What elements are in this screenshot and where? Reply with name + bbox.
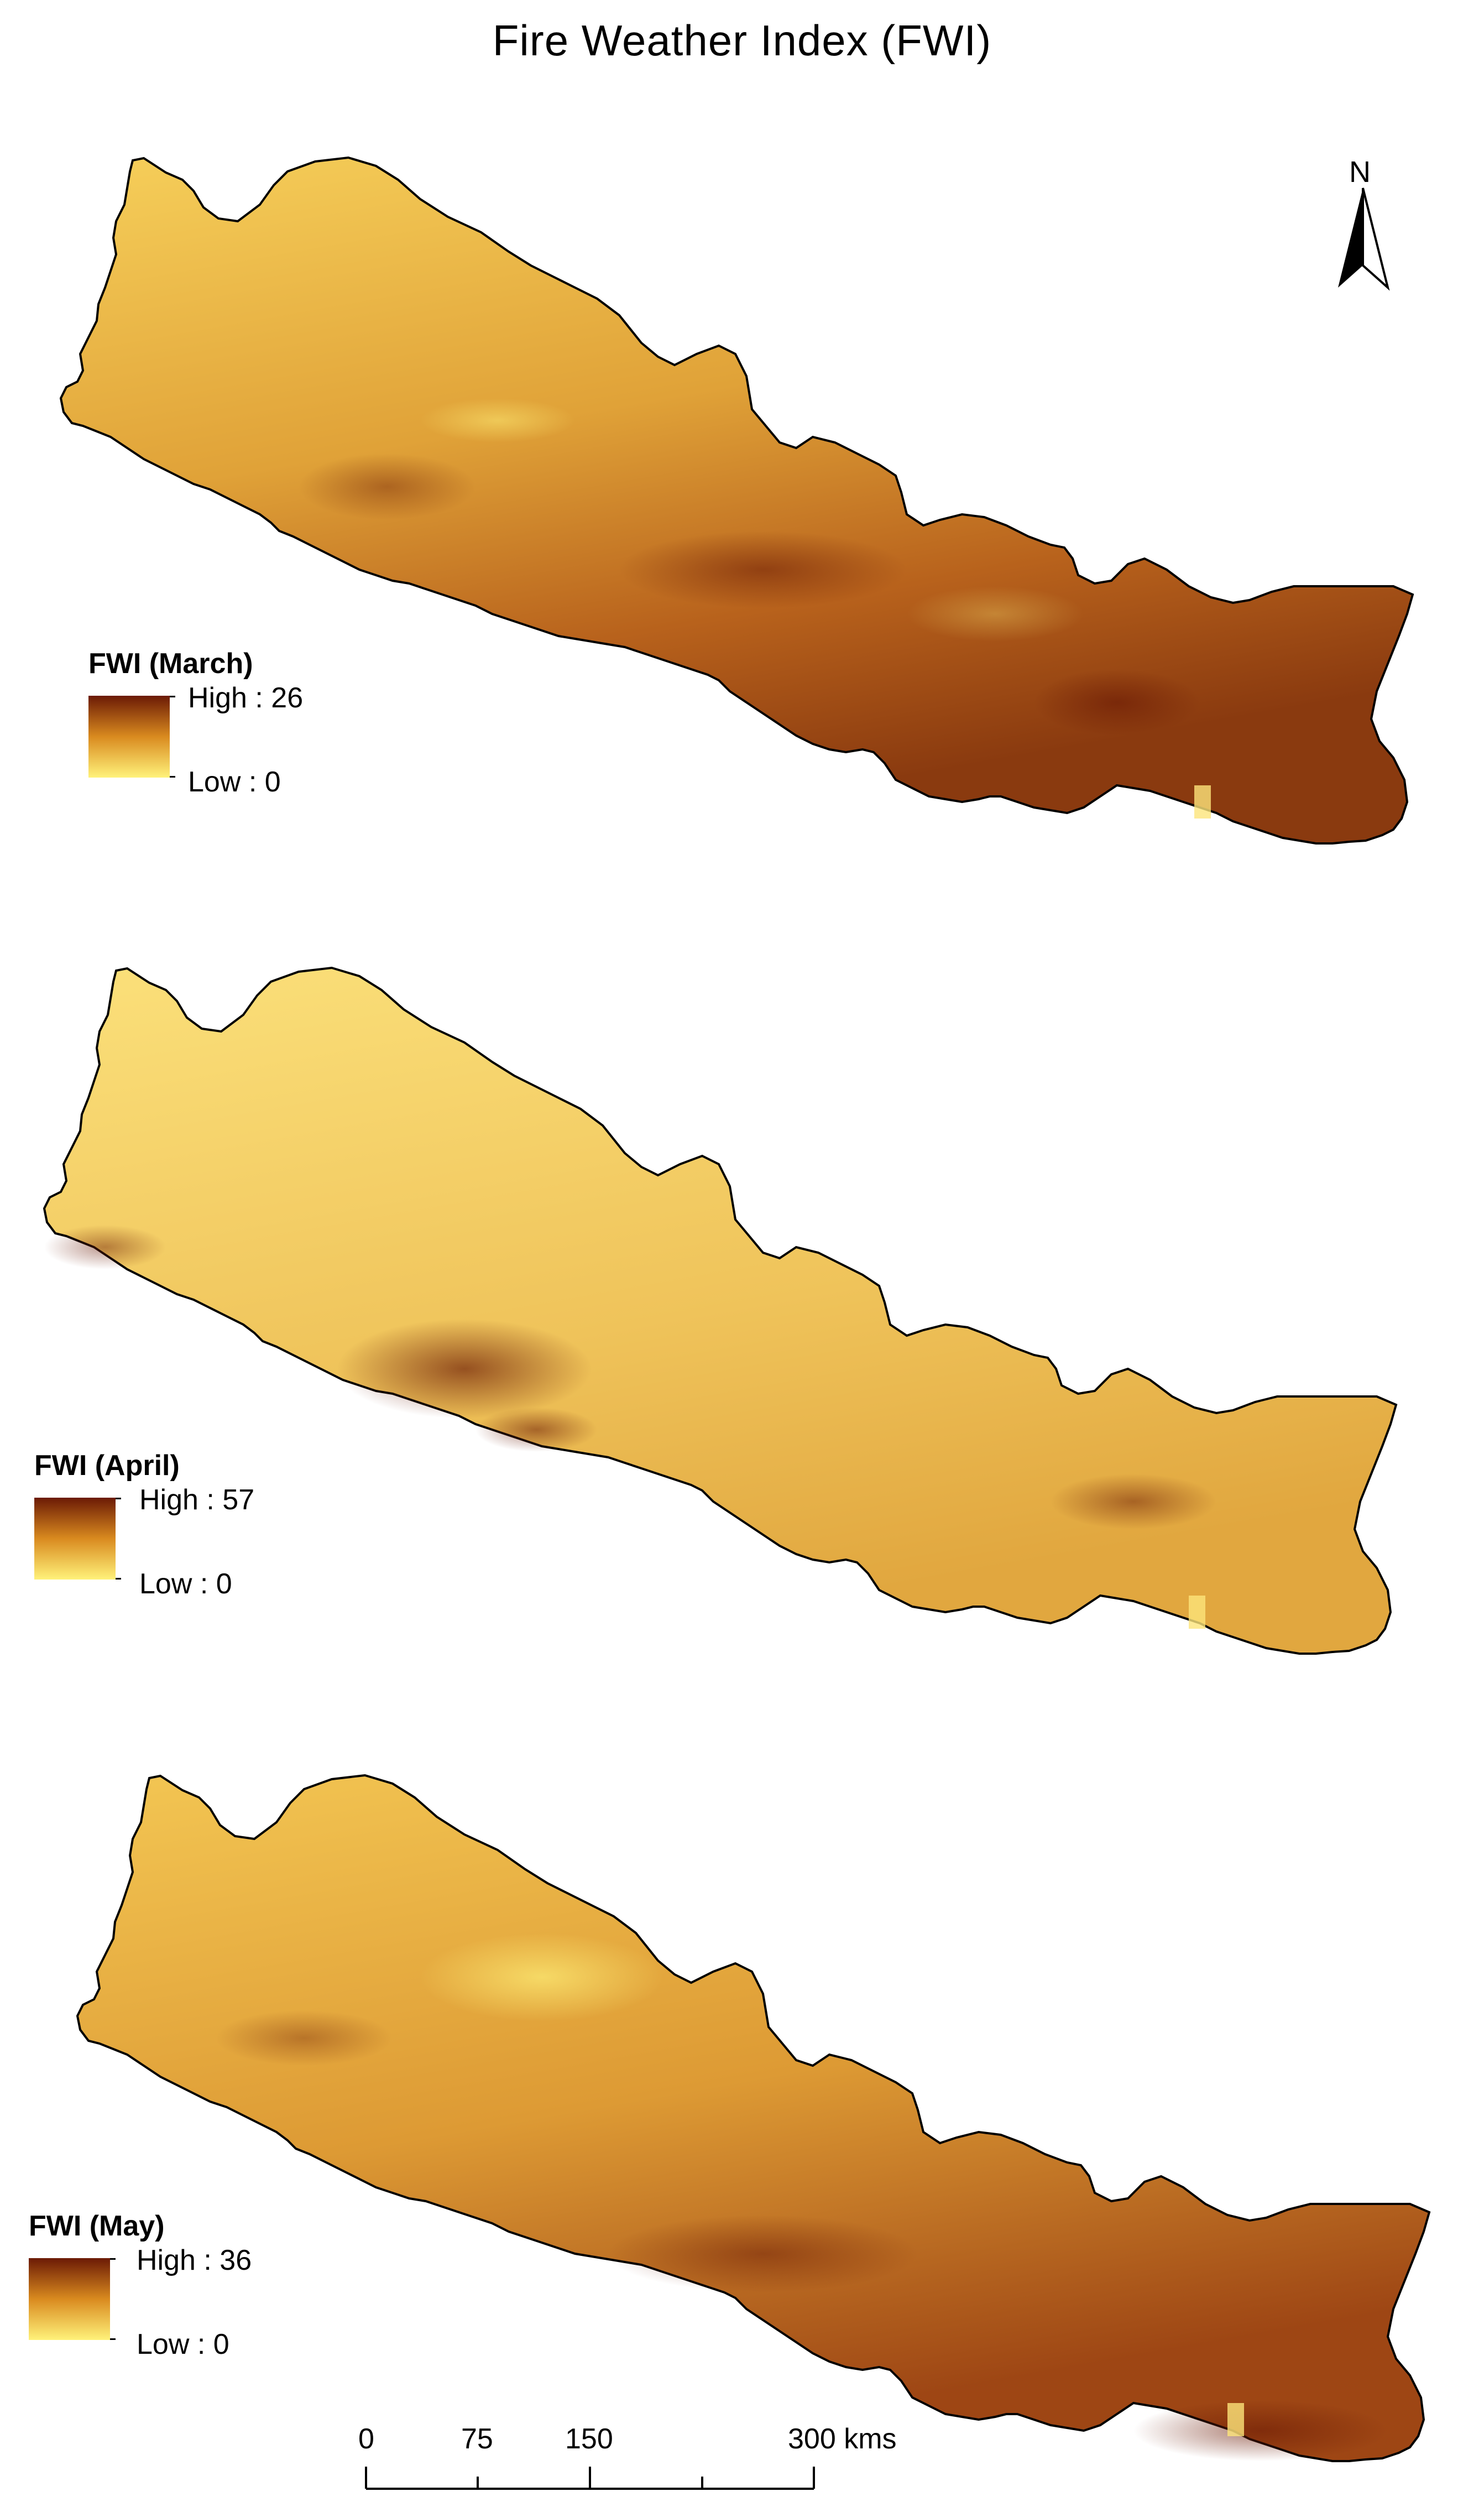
- legend-april: FWI (April) High : 57 Low : 0: [34, 1449, 366, 1615]
- scale-label-75: 75: [461, 2423, 493, 2455]
- legend-color-ramp: [29, 2258, 110, 2340]
- legend-title: FWI (March): [88, 648, 253, 680]
- legend-color-ramp: [88, 696, 170, 778]
- north-arrow-icon: [1338, 187, 1390, 291]
- legend-low-label: Low : 0: [188, 766, 281, 798]
- legend-title: FWI (May): [29, 2210, 165, 2242]
- scale-bar: [365, 2467, 815, 2490]
- legend-may: FWI (May) High : 36 Low : 0: [29, 2209, 360, 2375]
- map-title: Fire Weather Index (FWI): [492, 16, 992, 65]
- map-panel-march: [60, 157, 1414, 845]
- legend-low-label: Low : 0: [137, 2328, 229, 2360]
- legend-low-label: Low : 0: [139, 1568, 232, 1600]
- scale-label-0: 0: [358, 2423, 374, 2455]
- scale-label-300: 300 kms: [788, 2423, 897, 2455]
- legend-high-label: High : 57: [139, 1484, 255, 1516]
- map-panel-april: [43, 967, 1397, 1655]
- legend-title: FWI (April): [34, 1450, 180, 1482]
- legend-high-label: High : 26: [188, 682, 304, 714]
- legend-high-label: High : 36: [137, 2244, 252, 2276]
- north-arrow: N: [1333, 155, 1393, 291]
- north-letter: N: [1349, 155, 1371, 189]
- scale-label-150: 150: [565, 2423, 613, 2455]
- legend-march: FWI (March) High : 26 Low : 0: [88, 647, 420, 813]
- map-panel-may: [76, 1774, 1430, 2462]
- legend-color-ramp: [34, 1498, 116, 1580]
